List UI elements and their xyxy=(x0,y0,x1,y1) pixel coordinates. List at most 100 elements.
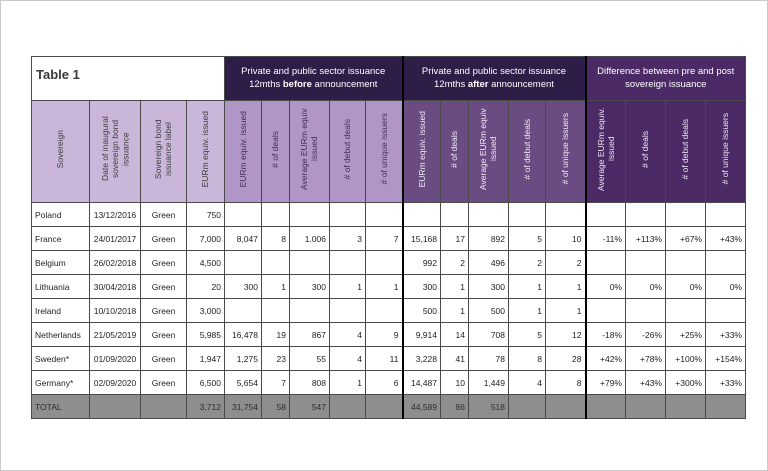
data-cell: Green xyxy=(140,370,187,395)
column-header-label: Sovereign xyxy=(55,129,66,169)
data-cell: 2 xyxy=(440,250,469,275)
group-header-text: Private and public sector issuance 12mth… xyxy=(241,65,386,90)
data-cell: 496 xyxy=(468,250,509,275)
data-cell xyxy=(261,202,290,227)
column-header-base-2: Sovereign bond issuance label xyxy=(140,100,187,203)
data-cell: 01/09/2020 xyxy=(89,346,141,371)
table-row-Netherlands: Netherlands 21/05/2019 Green 5,985 16,478 19 8… xyxy=(31,322,746,347)
data-cell: 4 xyxy=(329,346,366,371)
group-header-text: after xyxy=(467,78,489,90)
column-header-diff-14: Average EURm equiv. issued xyxy=(584,100,626,203)
data-cell xyxy=(224,250,262,275)
data-cell: 7 xyxy=(365,226,403,251)
data-cell: +43% xyxy=(705,226,746,251)
data-cell: 892 xyxy=(468,226,509,251)
data-cell: 867 xyxy=(289,322,330,347)
data-cell: 547 xyxy=(289,394,330,419)
row-label-cell: Poland xyxy=(31,202,90,227)
data-cell xyxy=(625,250,666,275)
column-header-row: Sovereign Date of inaugural sovereign bon… xyxy=(31,100,746,203)
data-cell: 8 xyxy=(508,346,546,371)
column-header-label: # of deals xyxy=(270,130,281,168)
data-cell: 808 xyxy=(289,370,330,395)
data-cell: 4 xyxy=(329,322,366,347)
data-cell: Green xyxy=(140,226,187,251)
data-cell xyxy=(289,202,330,227)
data-cell xyxy=(365,394,403,419)
table-body: Poland 13/12/2016 Green 750 France 24/01/2017… xyxy=(31,202,746,419)
column-header-diff-17: # of unique issuers xyxy=(705,100,746,203)
table-row-Ireland: Ireland 10/10/2018 Green 3,000 500 1 500 1 1 xyxy=(31,298,746,323)
column-header-label: Date of inaugural sovereign bond issuanc… xyxy=(99,116,131,182)
sovereign-issuance-table: Private and public sector issuance 12mth… xyxy=(31,56,746,419)
column-header-after-13: # of unique issuers xyxy=(545,100,586,203)
data-cell xyxy=(224,298,262,323)
data-cell xyxy=(329,394,366,419)
data-cell xyxy=(329,250,366,275)
data-cell: 9 xyxy=(365,322,403,347)
data-cell xyxy=(625,298,666,323)
table-row-total: TOTAL 3,712 31,754 58 547 44,589 86 518 xyxy=(31,394,746,419)
data-cell: 7 xyxy=(261,370,290,395)
data-cell: 992 xyxy=(401,250,441,275)
data-cell: -18% xyxy=(584,322,626,347)
data-cell xyxy=(365,202,403,227)
table-row-Poland: Poland 13/12/2016 Green 750 xyxy=(31,202,746,227)
row-label-cell: TOTAL xyxy=(31,394,90,419)
data-cell: 4,500 xyxy=(186,250,225,275)
data-cell: 10 xyxy=(545,226,586,251)
data-cell xyxy=(261,250,290,275)
data-cell: 02/09/2020 xyxy=(89,370,141,395)
column-header-before-5: # of deals xyxy=(261,100,290,203)
data-cell: 11 xyxy=(365,346,403,371)
data-cell: 518 xyxy=(468,394,509,419)
row-label-cell: Netherlands xyxy=(31,322,90,347)
column-header-before-7: # of debut deals xyxy=(329,100,366,203)
data-cell: 3 xyxy=(329,226,366,251)
data-cell: 30/04/2018 xyxy=(89,274,141,299)
data-cell: 78 xyxy=(468,346,509,371)
data-cell: 750 xyxy=(186,202,225,227)
data-cell: +43% xyxy=(625,370,666,395)
column-header-diff-16: # of debut deals xyxy=(665,100,706,203)
data-cell xyxy=(584,250,626,275)
data-cell: 7,000 xyxy=(186,226,225,251)
data-cell: 5 xyxy=(508,226,546,251)
data-cell: 1,275 xyxy=(224,346,262,371)
data-cell: +78% xyxy=(625,346,666,371)
data-cell xyxy=(140,394,187,419)
data-cell: 13/12/2016 xyxy=(89,202,141,227)
data-cell: 1 xyxy=(440,298,469,323)
data-cell: Green xyxy=(140,250,187,275)
data-cell xyxy=(289,250,330,275)
data-cell: 9,914 xyxy=(401,322,441,347)
data-cell xyxy=(545,394,586,419)
data-cell: 12 xyxy=(545,322,586,347)
data-cell: 15,168 xyxy=(401,226,441,251)
data-cell: 8,047 xyxy=(224,226,262,251)
data-cell: 5,654 xyxy=(224,370,262,395)
data-cell: 1 xyxy=(329,274,366,299)
data-cell xyxy=(665,298,706,323)
data-cell xyxy=(289,298,330,323)
data-cell xyxy=(468,202,509,227)
group-header-text: announcement xyxy=(311,78,378,90)
data-cell: 19 xyxy=(261,322,290,347)
group-header-text: Private and public sector issuance 12mth… xyxy=(421,65,567,90)
data-cell: +42% xyxy=(584,346,626,371)
data-cell: +79% xyxy=(584,370,626,395)
group-header-text: announcement xyxy=(488,78,554,90)
data-cell: 14 xyxy=(440,322,469,347)
data-cell xyxy=(584,298,626,323)
data-cell: 0% xyxy=(625,274,666,299)
column-header-label: Average EURm equiv issued xyxy=(299,108,320,190)
table-row-France: France 24/01/2017 Green 7,000 8,047 8 1.006 3 7 1… xyxy=(31,226,746,251)
data-cell: 16,478 xyxy=(224,322,262,347)
data-cell: +113% xyxy=(625,226,666,251)
data-cell xyxy=(401,202,441,227)
row-label-cell: Sweden* xyxy=(31,346,90,371)
data-cell: 0% xyxy=(665,274,706,299)
column-header-label: # of deals xyxy=(449,130,460,168)
table-row-Belgium: Belgium 26/02/2018 Green 4,500 992 2 496 2 2 xyxy=(31,250,746,275)
data-cell xyxy=(508,202,546,227)
